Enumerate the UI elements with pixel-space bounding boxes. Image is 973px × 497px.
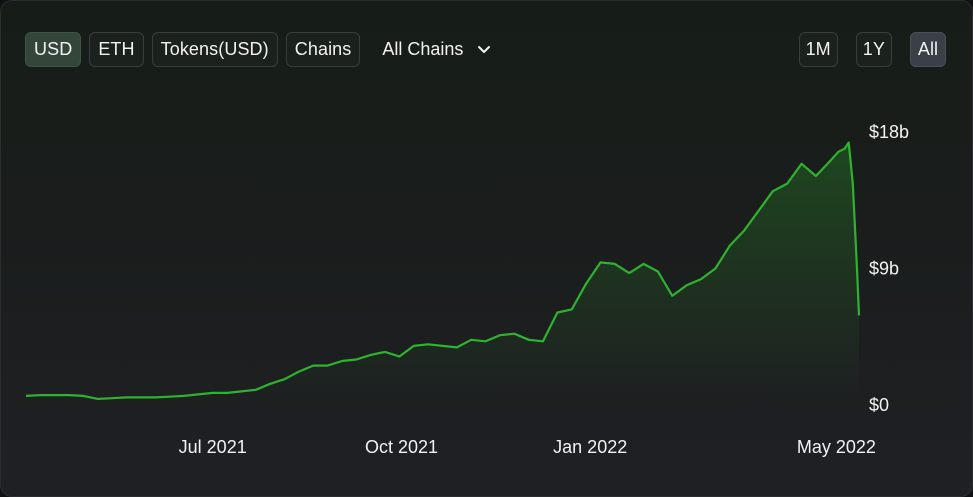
- eth-tab[interactable]: ETH: [89, 32, 144, 67]
- x-tick-label: May 2022: [797, 437, 876, 457]
- toolbar-left: USD ETH Tokens(USD) Chains All Chains: [25, 32, 491, 67]
- toolbar-right: 1M 1Y All: [798, 32, 946, 67]
- chain-select-value: All Chains: [382, 39, 464, 59]
- range-1y-button[interactable]: 1Y: [855, 32, 892, 67]
- tokens-usd-tab[interactable]: Tokens(USD): [151, 32, 278, 67]
- chevron-down-icon: [478, 45, 491, 53]
- range-all-button[interactable]: All: [910, 32, 946, 67]
- x-tick-label: Jan 2022: [553, 437, 627, 457]
- y-axis-ticks: $0 $9b $18b: [869, 122, 909, 415]
- usd-tab[interactable]: USD: [25, 32, 82, 67]
- y-tick-label: $0: [869, 395, 889, 415]
- y-tick-label: $9b: [869, 259, 899, 279]
- chains-tab[interactable]: Chains: [285, 32, 361, 67]
- y-tick-label: $18b: [869, 122, 909, 142]
- chain-select[interactable]: All Chains: [382, 32, 491, 67]
- range-1m-button[interactable]: 1M: [798, 32, 838, 67]
- x-tick-label: Oct 2021: [365, 437, 438, 457]
- series-line: [25, 141, 861, 400]
- x-tick-label: Jul 2021: [179, 437, 247, 457]
- x-axis-ticks: Jul 2021 Oct 2021 Jan 2022 May 2022: [179, 437, 876, 457]
- series-area-fill: [26, 142, 859, 405]
